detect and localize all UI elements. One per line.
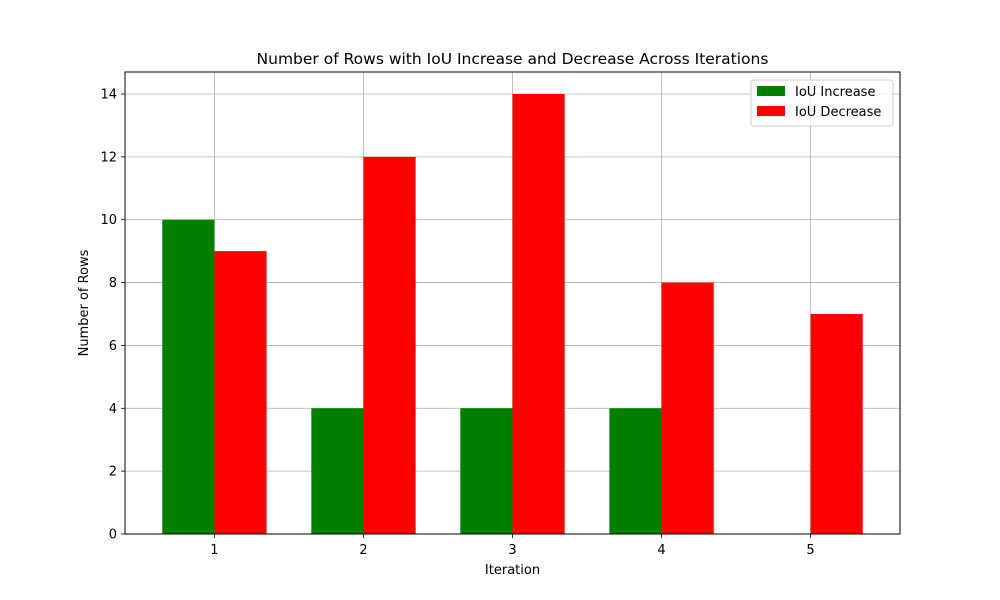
x-tick-label: 5 [806,543,814,558]
legend-label-iou-increase: IoU Increase [795,85,875,100]
bar-iou-increase-3 [460,408,513,534]
legend: IoU Increase IoU Decrease [750,79,894,127]
bar-iou-increase-4 [609,408,662,534]
y-axis-title: Number of Rows [77,249,92,356]
y-tick-label: 12 [100,150,117,165]
y-axis: 0 2 4 6 8 10 12 14 [100,88,125,543]
bar-iou-increase-1 [162,219,215,534]
x-axis-title: Iteration [485,563,540,578]
y-tick-label: 2 [109,465,117,480]
bar-iou-decrease-2 [363,156,416,534]
legend-swatch-iou-increase [757,86,785,96]
x-axis: 1 2 3 4 5 [210,534,815,558]
y-tick-label: 10 [100,213,117,228]
bar-iou-decrease-4 [661,282,714,534]
bars [162,94,863,534]
y-tick-label: 4 [109,402,117,417]
bar-iou-decrease-1 [214,251,267,534]
y-tick-label: 8 [109,276,117,291]
x-tick-label: 3 [508,543,516,558]
bar-iou-decrease-3 [512,94,565,534]
x-tick-label: 2 [359,543,367,558]
x-tick-label: 1 [210,543,218,558]
legend-box [750,79,894,127]
y-tick-label: 6 [109,339,117,354]
legend-swatch-iou-decrease [757,106,785,116]
bar-iou-decrease-5 [810,314,863,534]
y-tick-label: 0 [109,528,117,543]
legend-label-iou-decrease: IoU Decrease [795,105,881,120]
chart-title: Number of Rows with IoU Increase and Dec… [257,50,769,68]
x-tick-label: 4 [657,543,665,558]
bar-iou-increase-2 [311,408,364,534]
y-tick-label: 14 [100,88,117,103]
